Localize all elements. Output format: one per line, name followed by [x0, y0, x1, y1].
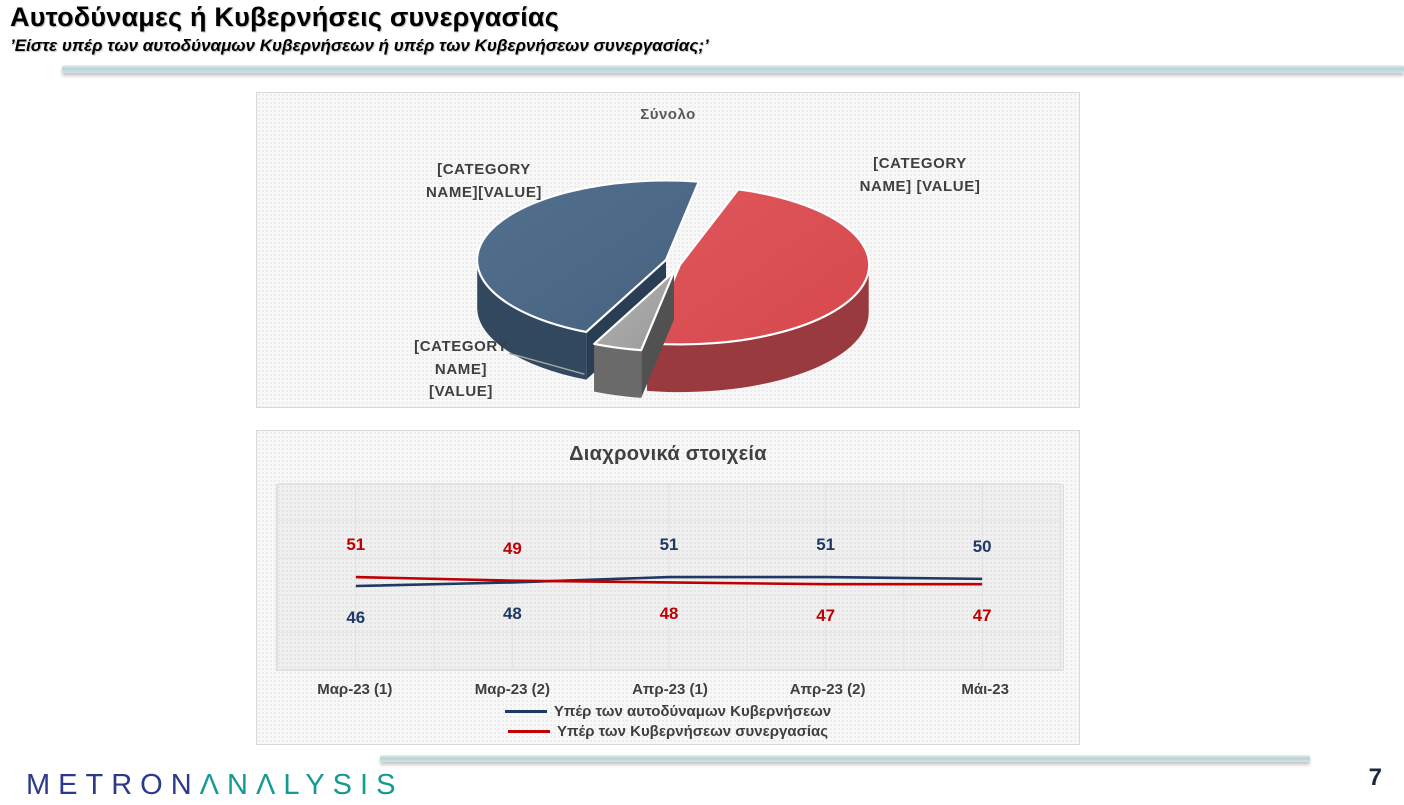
svg-text:50: 50 — [973, 537, 992, 556]
svg-text:51: 51 — [346, 535, 365, 554]
logo-text-metron: METRON — [26, 769, 200, 801]
legend-line-swatch-navy — [504, 710, 547, 713]
chart-legend: Υπέρ των αυτοδύναμων Κυβερνήσεων Υπέρ τω… — [257, 703, 1079, 740]
svg-text:51: 51 — [816, 535, 835, 554]
svg-text:47: 47 — [973, 606, 992, 625]
footer-divider-bar — [380, 755, 1310, 762]
pie-data-label-right: [CATEGORY NAME] [VALUE] — [859, 155, 981, 195]
svg-text:48: 48 — [660, 604, 679, 623]
legend-label: Υπέρ των αυτοδύναμων Κυβερνήσεων — [553, 703, 832, 720]
pie-chart-title: Σύνολο — [640, 106, 696, 123]
legend-item: Υπέρ των αυτοδύναμων Κυβερνήσεων — [504, 703, 832, 720]
legend-line-swatch-red — [507, 730, 550, 733]
metron-analysis-logo: METRONΛNΛLYSIS — [26, 769, 403, 802]
legend-item: Υπέρ των Κυβερνήσεων συνεργασίας — [507, 723, 829, 740]
line-chart: 46 48 51 51 50 51 49 48 47 47 — [276, 483, 1061, 670]
x-axis-label: Μάι-23 — [961, 681, 1009, 698]
line-chart-panel: Διαχρονικά στοιχεία 46 48 51 51 50 51 49 48 47 47… — [256, 430, 1080, 745]
svg-text:51: 51 — [660, 535, 679, 554]
logo-text-analysis: ΛNΛLYSIS — [199, 769, 404, 801]
title-divider-bar — [62, 65, 1404, 73]
x-axis: Μαρ-23 (1) Μαρ-23 (2) Απρ-23 (1) Απρ-23 … — [276, 681, 1064, 701]
legend-label: Υπέρ των Κυβερνήσεων συνεργασίας — [556, 723, 829, 740]
x-axis-label: Απρ-23 (1) — [632, 681, 708, 698]
svg-text:48: 48 — [503, 604, 522, 623]
x-axis-label: Μαρ-23 (2) — [474, 681, 550, 698]
svg-text:47: 47 — [816, 606, 835, 625]
pie-data-label-left: [CATEGORY NAME][VALUE] — [425, 161, 543, 201]
svg-text:46: 46 — [346, 608, 365, 627]
x-axis-label: Μαρ-23 (1) — [317, 681, 393, 698]
pie-data-label-bottom: [CATEGORY NAME] [VALUE] — [414, 338, 508, 400]
page-number: 7 — [1368, 764, 1382, 791]
line-chart-title: Διαχρονικά στοιχεία — [569, 443, 767, 465]
page-title: Αυτοδύναμες ή Κυβερνήσεις συνεργασίας — [10, 2, 559, 32]
x-axis-label: Απρ-23 (2) — [789, 681, 866, 698]
svg-text:49: 49 — [503, 539, 522, 558]
page-subtitle: ’Είστε υπέρ των αυτοδύναμων Κυβερνήσεων … — [10, 36, 709, 55]
pie-chart-panel: Σύνολο [CATEGORY NAME][VALUE] [CATEGORY … — [256, 92, 1080, 408]
pie-chart — [476, 179, 871, 398]
